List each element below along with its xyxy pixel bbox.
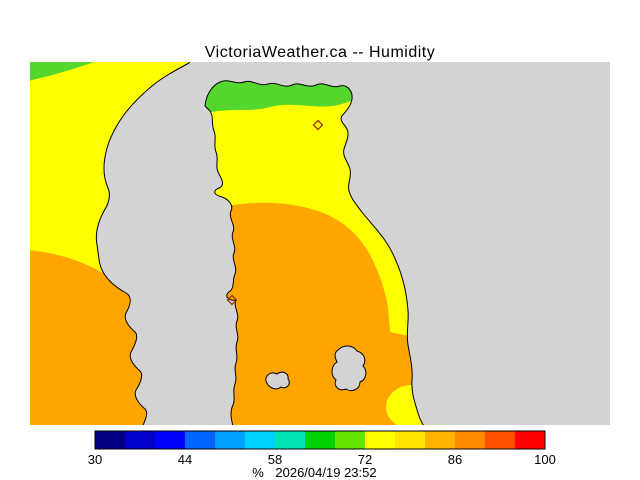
- colorbar-segment: [455, 431, 485, 449]
- contour-green-north: [205, 80, 362, 120]
- colorbar-segment: [245, 431, 275, 449]
- colorbar-segment: [155, 431, 185, 449]
- colorbar-segment: [185, 431, 215, 449]
- colorbar-segments: [95, 431, 545, 449]
- timestamp: 2026/04/19 23:52: [275, 465, 376, 480]
- units-label: %: [252, 465, 264, 480]
- colorbar-segment: [275, 431, 305, 449]
- colorbar-tick: 72: [358, 452, 372, 467]
- colorbar-segment: [485, 431, 515, 449]
- lake-small: [265, 371, 290, 390]
- station-marker-icon: [312, 119, 324, 131]
- colorbar-segment: [515, 431, 545, 449]
- colorbar-segment: [215, 431, 245, 449]
- colorbar-segment: [305, 431, 335, 449]
- colorbar-segment: [95, 431, 125, 449]
- colorbar-tick: 30: [88, 452, 102, 467]
- station-marker-icon: [226, 294, 238, 306]
- colorbar-segment: [365, 431, 395, 449]
- colorbar-tick: 86: [448, 452, 462, 467]
- colorbar-segment: [395, 431, 425, 449]
- contour-orange-central: [205, 202, 428, 425]
- colorbar-segment: [125, 431, 155, 449]
- colorbar-segment: [425, 431, 455, 449]
- page-title: VictoriaWeather.ca -- Humidity: [205, 44, 435, 61]
- colorbar-tick: 44: [178, 452, 192, 467]
- colorbar-segment: [335, 431, 365, 449]
- coastline-left: [95, 62, 190, 425]
- contour-green-left: [30, 62, 110, 82]
- colorbar-border: [94, 430, 546, 450]
- colorbar-tick: 58: [268, 452, 282, 467]
- colorbar-tick: 100: [534, 452, 556, 467]
- contour-orange-left: [30, 250, 158, 425]
- map-area: [30, 62, 610, 425]
- left-overlays: [30, 62, 158, 425]
- lake-large: [331, 345, 367, 392]
- coastline-central: [204, 80, 424, 425]
